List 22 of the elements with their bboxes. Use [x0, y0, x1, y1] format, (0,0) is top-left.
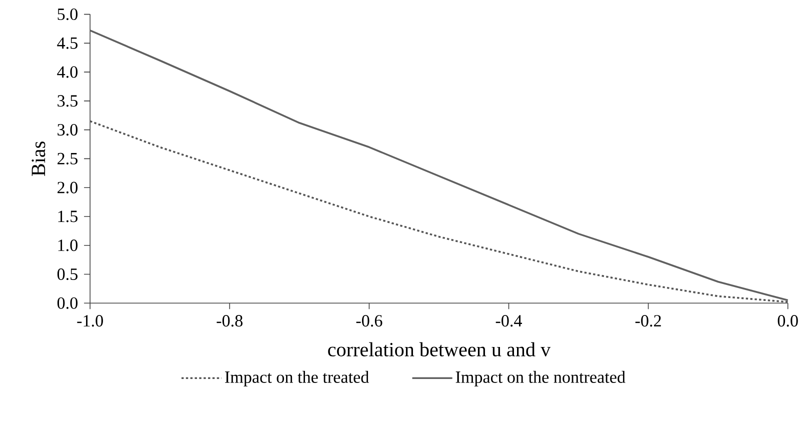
x-tick-label: -1.0: [77, 314, 103, 326]
y-axis-title: Bias: [32, 141, 46, 176]
y-tick-label: 4.0: [57, 66, 78, 78]
y-tick-label: 2.5: [58, 152, 78, 164]
legend-label: Impact on the treated: [225, 370, 369, 386]
y-tick-label: 0.5: [57, 268, 78, 280]
y-tick-label: 4.5: [57, 37, 78, 49]
y-tick-label: 1.5: [58, 210, 78, 222]
y-tick-label: 3.5: [58, 94, 78, 107]
y-tick-label: 2.0: [58, 182, 78, 194]
y-tick-label: 1.0: [58, 239, 78, 251]
y-tick-label: 0.0: [57, 297, 78, 309]
legend-label: Impact on the nontreated: [456, 370, 626, 386]
x-tick-label: -0.8: [216, 314, 243, 326]
line-series: [89, 29, 789, 301]
y-tick-label: 3.0: [58, 124, 78, 136]
x-tick-label: -0.4: [496, 314, 522, 326]
x-tick-label: 0.0: [778, 314, 798, 326]
x-axis-title: correlation between u and v: [328, 342, 551, 356]
x-tick-label: -0.2: [635, 314, 661, 326]
y-tick-label: 5.0: [58, 8, 78, 20]
x-tick-label: -0.6: [356, 314, 382, 326]
